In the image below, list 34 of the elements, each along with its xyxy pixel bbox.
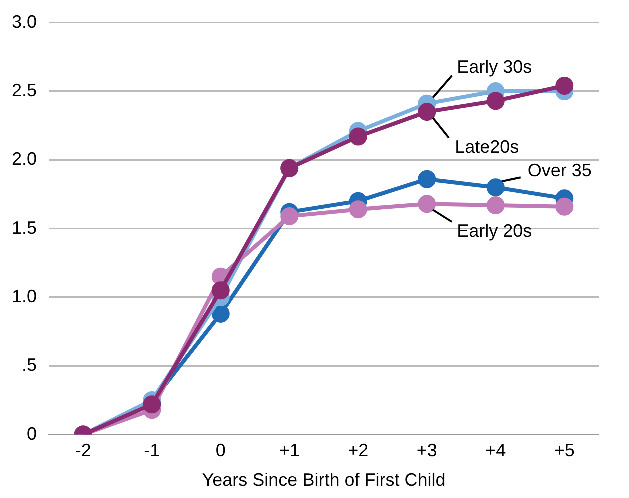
- point: [212, 304, 230, 323]
- y-tick-label: 2.5: [12, 80, 38, 100]
- point: [349, 128, 368, 146]
- point: [486, 178, 505, 197]
- x-tick-label: -1: [144, 440, 160, 461]
- x-tick-label: -2: [75, 440, 92, 461]
- point: [143, 396, 162, 414]
- series-label: Over 35: [528, 160, 592, 181]
- series-label: Late20s: [455, 137, 520, 158]
- point: [418, 170, 436, 188]
- y-tick-label: .5: [22, 355, 38, 376]
- point: [280, 207, 299, 226]
- x-tick-label: +4: [486, 440, 506, 461]
- y-tick-label: 1.5: [12, 218, 38, 238]
- x-tick-label: +1: [279, 440, 300, 461]
- point: [418, 103, 436, 122]
- point: [486, 92, 505, 110]
- x-tick-label: +5: [554, 440, 575, 461]
- x-tick-label: +2: [348, 440, 369, 461]
- y-tick-label: 3.0: [12, 12, 38, 32]
- point: [556, 198, 574, 216]
- point: [556, 76, 574, 95]
- y-tick-label: 0: [27, 424, 38, 444]
- point: [418, 195, 436, 214]
- y-tick-label: 1.0: [12, 286, 38, 306]
- x-tick-label: 0: [216, 440, 226, 461]
- series-label: Early 30s: [457, 56, 532, 77]
- point: [486, 196, 505, 214]
- x-axis-title: Years Since Birth of First Child: [202, 470, 446, 490]
- point: [212, 282, 230, 300]
- y-tick-label: 2.0: [12, 149, 38, 170]
- series-label: Early 20s: [457, 221, 532, 242]
- x-tick-label: +3: [416, 440, 438, 461]
- point: [349, 200, 368, 219]
